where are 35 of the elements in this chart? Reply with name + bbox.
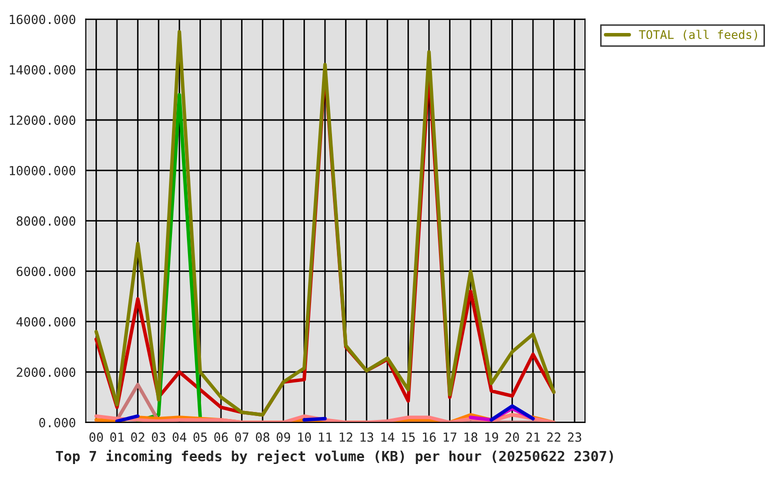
x-tick-label: 23 (568, 432, 582, 442)
y-tick-label: 8000.000 (16, 216, 76, 226)
x-tick-label: 04 (172, 432, 186, 442)
x-tick-label: 19 (485, 432, 498, 442)
x-tick-label: 02 (131, 432, 144, 442)
x-tick-label: 07 (235, 432, 248, 442)
legend-label: TOTAL (all feeds) (638, 30, 758, 40)
y-tick-label: 12000.000 (10, 116, 76, 125)
x-tick-label: 22 (547, 432, 560, 442)
y-tick-label: 10000.000 (10, 166, 76, 176)
y-tick-label: 6000.000 (16, 266, 76, 276)
x-tick-label: 08 (256, 432, 270, 442)
x-tick-label: 05 (193, 432, 207, 442)
x-tick-label: 13 (360, 432, 374, 442)
x-tick-label: 17 (444, 432, 456, 442)
x-tick-label: 21 (526, 432, 540, 442)
x-tick-label: 00 (89, 432, 103, 442)
x-tick-label: 11 (318, 432, 332, 442)
y-tick-label: 2000.000 (16, 368, 76, 377)
x-tick-label: 03 (152, 432, 166, 442)
x-tick-label: 15 (402, 432, 415, 442)
x-tick-label: 09 (276, 432, 290, 442)
x-tick-label: 06 (214, 432, 228, 442)
y-tick-label: 16000.000 (10, 14, 76, 24)
x-tick-label: 16 (422, 432, 436, 442)
x-tick-label: 01 (110, 432, 124, 442)
x-tick-label: 12 (340, 432, 352, 442)
x-tick-label: 14 (381, 432, 394, 442)
x-tick-label: 20 (506, 432, 519, 442)
y-tick-label: 0.000 (39, 418, 76, 428)
y-tick-label: 14000.000 (10, 65, 76, 75)
x-tick-label: 10 (298, 432, 311, 442)
y-tick-label: 4000.000 (16, 317, 76, 327)
x-tick-label: 18 (464, 432, 478, 442)
x-axis-title: Top 7 incoming feeds by reject volume (KB) per hour (20250622 2307) (56, 450, 613, 464)
